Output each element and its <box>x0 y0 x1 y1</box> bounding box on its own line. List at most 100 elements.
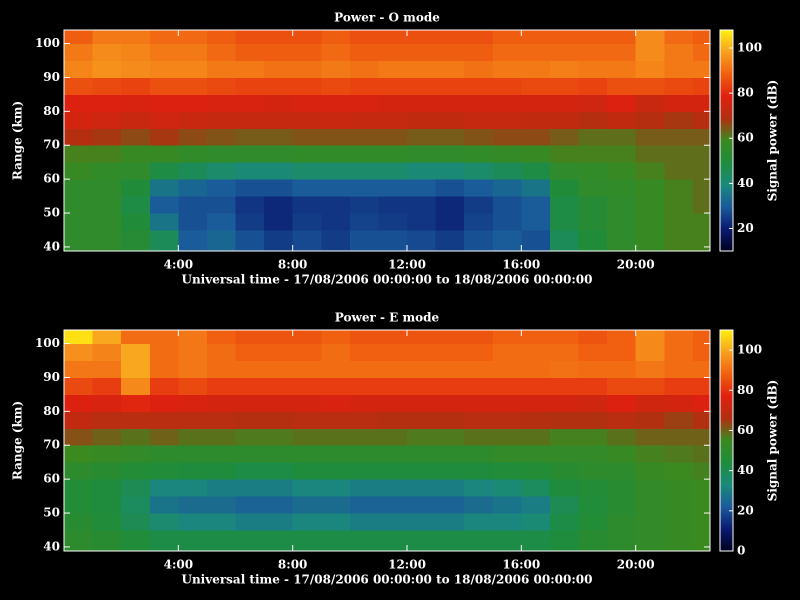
y-axis-label: Range (km) <box>11 401 25 480</box>
heatmap-cell <box>321 529 351 552</box>
heatmap-cell <box>92 411 122 429</box>
heatmap-cell <box>578 162 608 180</box>
heatmap-cell <box>407 377 437 395</box>
heatmap-cell <box>121 179 151 197</box>
heatmap-cell <box>692 496 711 514</box>
heatmap-cell <box>235 196 265 214</box>
heatmap-cell <box>349 213 379 231</box>
heatmap-cell <box>635 479 665 497</box>
heatmap-cell <box>206 343 237 362</box>
heatmap-cell <box>178 479 208 497</box>
heatmap-cell <box>149 77 179 95</box>
heatmap-cell <box>521 496 551 514</box>
heatmap-cell <box>578 43 608 62</box>
colorbar-tick-label: 100 <box>737 41 762 55</box>
y-tick-label: 80 <box>43 404 60 418</box>
heatmap-cell <box>521 229 551 252</box>
heatmap-cell <box>292 479 322 497</box>
heatmap-cell <box>206 179 237 197</box>
heatmap-cell <box>692 145 711 163</box>
heatmap-cell <box>149 196 179 214</box>
heatmap-cell <box>92 60 122 78</box>
x-axis-label: Universal time - 17/08/2006 00:00:00 to … <box>181 273 592 287</box>
heatmap-cell <box>492 77 522 95</box>
heatmap-cell <box>692 43 711 62</box>
heatmap-cell <box>635 94 665 112</box>
heatmap-cell <box>121 360 151 378</box>
heatmap-cell <box>149 343 179 362</box>
heatmap-cell <box>521 411 551 429</box>
heatmap-cell <box>692 462 711 480</box>
heatmap-cell <box>692 479 711 497</box>
heatmap-cell <box>407 330 437 345</box>
heatmap-cell <box>435 462 465 480</box>
heatmap-cell <box>492 496 522 514</box>
heatmap-cell <box>92 360 122 378</box>
heatmap-cell <box>435 377 465 395</box>
heatmap-cell <box>321 162 351 180</box>
heatmap-cell <box>178 428 208 446</box>
heatmap-cell <box>549 162 580 180</box>
heatmap-cell <box>664 77 694 95</box>
heatmap-cell <box>635 529 665 552</box>
heatmap-cell <box>64 529 94 552</box>
heatmap-cell <box>521 513 551 531</box>
heatmap-cell <box>521 479 551 497</box>
x-tick-label: 12:00 <box>388 558 426 572</box>
heatmap-cell <box>607 462 637 480</box>
heatmap-cell <box>264 462 294 480</box>
y-tick-label: 100 <box>35 36 60 50</box>
heatmap-cell <box>64 229 94 252</box>
heatmap-cell <box>378 513 408 531</box>
heatmap-cell <box>235 496 265 514</box>
heatmap-cell <box>264 529 294 552</box>
heatmap-cell <box>635 229 665 252</box>
heatmap-cell <box>264 145 294 163</box>
heatmap-cell <box>635 513 665 531</box>
heatmap-cell <box>235 445 265 463</box>
heatmap-cell <box>92 394 122 412</box>
heatmap-cell <box>607 343 637 362</box>
heatmap-cell <box>664 513 694 531</box>
heatmap-cell <box>349 343 379 362</box>
heatmap-cell <box>607 394 637 412</box>
heatmap-cell <box>378 394 408 412</box>
heatmap-cell <box>549 128 580 146</box>
heatmap-cell <box>178 145 208 163</box>
heatmap-cell <box>578 479 608 497</box>
heatmap-cell <box>321 496 351 514</box>
heatmap-cell <box>121 30 151 45</box>
heatmap-cell <box>206 128 237 146</box>
heatmap-cell <box>607 179 637 197</box>
heatmap-cell <box>378 529 408 552</box>
heatmap-cell <box>492 30 522 45</box>
heatmap-cell <box>521 213 551 231</box>
heatmap-cell <box>349 445 379 463</box>
heatmap-cell <box>635 462 665 480</box>
heatmap-cell <box>64 394 94 412</box>
heatmap-cell <box>321 30 351 45</box>
heatmap-cell <box>349 162 379 180</box>
heatmap-cell <box>407 60 437 78</box>
colorbar-tick-label: 60 <box>737 131 754 145</box>
heatmap-cell <box>378 496 408 514</box>
heatmap-cell <box>692 30 711 45</box>
heatmap-cell <box>178 513 208 531</box>
heatmap-cell <box>549 77 580 95</box>
heatmap-cell <box>206 377 237 395</box>
heatmap-cell <box>264 330 294 345</box>
heatmap-cell <box>64 162 94 180</box>
heatmap-cell <box>635 496 665 514</box>
heatmap-cell <box>64 196 94 214</box>
x-tick-label: 12:00 <box>388 258 426 272</box>
heatmap-cell <box>178 77 208 95</box>
heatmap-cell <box>121 229 151 252</box>
heatmap-cell <box>206 94 237 112</box>
heatmap-cell <box>664 128 694 146</box>
heatmap-cell <box>121 196 151 214</box>
heatmap-cell <box>521 394 551 412</box>
heatmap-cell <box>206 496 237 514</box>
heatmap-cell <box>492 128 522 146</box>
heatmap-cell <box>521 179 551 197</box>
heatmap-cell <box>578 529 608 552</box>
